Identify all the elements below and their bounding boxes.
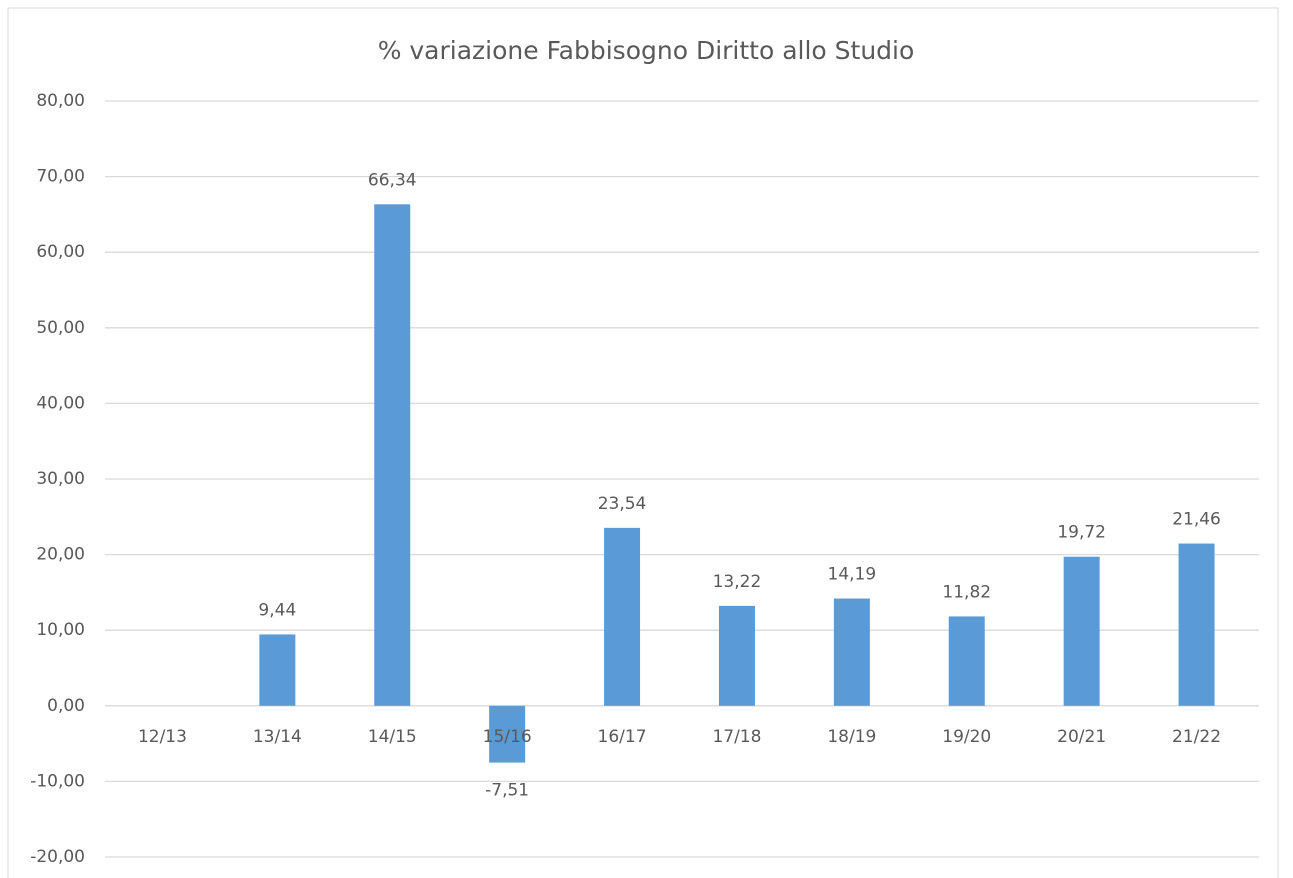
bar <box>948 616 985 706</box>
x-tick-label: 15/16 <box>483 727 532 747</box>
bar <box>374 204 411 706</box>
x-tick-label: 19/20 <box>942 727 991 747</box>
y-tick-label: 40,00 <box>36 393 85 413</box>
y-tick-label: 70,00 <box>36 167 85 187</box>
x-tick-label: 16/17 <box>598 727 647 747</box>
x-tick-label: 14/15 <box>368 727 417 747</box>
chart-border <box>7 7 1279 878</box>
data-label: 11,82 <box>942 582 991 602</box>
y-tick-label: 30,00 <box>36 469 85 489</box>
bar <box>489 705 526 763</box>
data-label: 23,54 <box>598 494 647 514</box>
bar <box>833 598 870 706</box>
x-tick-label: 17/18 <box>712 727 761 747</box>
data-label: 66,34 <box>368 170 417 190</box>
y-tick-label: 10,00 <box>36 620 85 640</box>
data-label: 13,22 <box>713 572 762 592</box>
y-tick-label: 20,00 <box>36 545 85 565</box>
x-tick-label: 13/14 <box>253 727 302 747</box>
data-label: 21,46 <box>1172 510 1221 530</box>
y-tick-label: 50,00 <box>36 318 85 338</box>
y-tick-label: 80,00 <box>36 91 85 111</box>
x-tick-label: 12/13 <box>138 727 187 747</box>
data-label: 9,44 <box>258 600 296 620</box>
bar <box>259 634 296 706</box>
data-label: -7,51 <box>485 781 529 801</box>
y-tick-label: -10,00 <box>30 771 85 791</box>
chart-title: % variazione Fabbisogno Diritto allo Stu… <box>378 36 915 65</box>
y-tick-label: 60,00 <box>36 242 85 262</box>
x-tick-label: 20/21 <box>1057 727 1106 747</box>
data-label: 14,19 <box>828 565 877 585</box>
x-tick-label: 21/22 <box>1172 727 1221 747</box>
y-tick-label: -20,00 <box>30 847 85 867</box>
bar <box>604 527 641 706</box>
bar <box>1178 543 1215 706</box>
bar <box>1063 556 1100 706</box>
x-tick-label: 18/19 <box>827 727 876 747</box>
data-label: 19,72 <box>1057 523 1106 543</box>
bar <box>718 605 755 706</box>
y-tick-label: 0,00 <box>47 696 85 716</box>
